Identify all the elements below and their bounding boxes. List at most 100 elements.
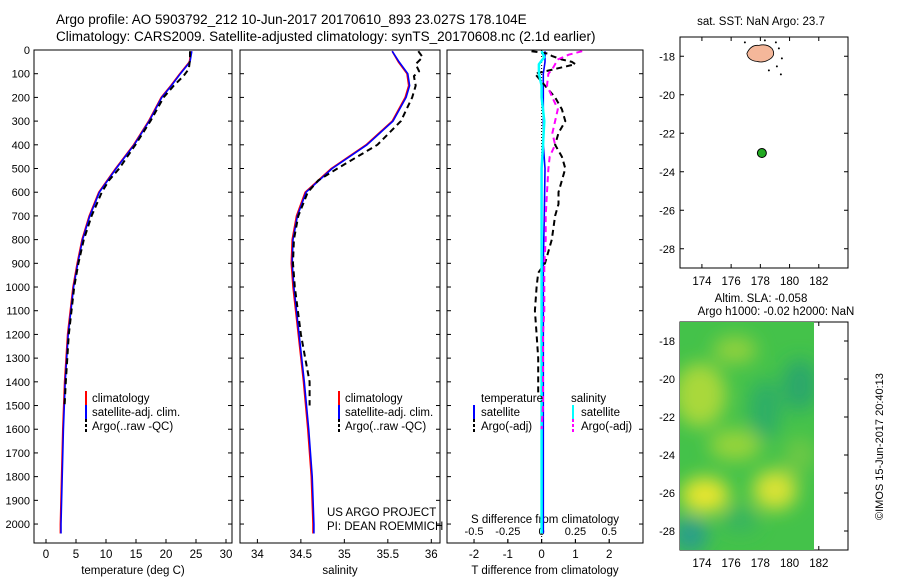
x-tick-label: 30: [220, 549, 233, 561]
y-tick-label: 1900: [6, 495, 30, 507]
y-tick-label: 300: [12, 116, 30, 128]
y-tick-label: 500: [12, 164, 30, 176]
x2-tick-label: 0.5: [602, 526, 617, 538]
legend-label-climatology: climatology: [92, 393, 150, 405]
y-tick-label: 1000: [6, 282, 30, 294]
sst-map-frame: [679, 36, 849, 269]
difference-series-s-satellite: [537, 50, 546, 534]
sst-island-dot: [743, 41, 746, 44]
credit-text: ©IMOS 15-Jun-2017 20:40:13: [874, 373, 886, 520]
map-y-tick-label: -28: [659, 526, 675, 538]
map-y-tick-label: -28: [659, 244, 675, 256]
y-tick-label: 1200: [6, 329, 30, 341]
sla-blob: [713, 336, 757, 364]
map-x-tick-label: 174: [692, 558, 712, 570]
y-tick-label: 800: [12, 235, 30, 247]
sst-island-dot: [779, 73, 782, 76]
map-y-tick-label: -18: [659, 51, 675, 63]
x-tick-label: 5: [73, 549, 79, 561]
y-tick-label: 700: [12, 211, 30, 223]
y-tick-label: 1100: [6, 306, 30, 318]
x2-tick-label: -0.25: [495, 526, 520, 538]
map-x-tick-label: 176: [722, 276, 741, 288]
sst-island-dot: [780, 57, 783, 60]
sla-blob: [681, 477, 729, 513]
temperature-x-axis-label: temperature (deg C): [81, 565, 185, 577]
x-tick-label: 0: [538, 549, 544, 561]
salinity-x-axis-label: salinity: [322, 565, 357, 577]
y-tick-label: 1400: [6, 377, 30, 389]
y-tick-label: 1700: [6, 448, 30, 460]
header-line-2: Climatology: CARS2009. Satellite-adjuste…: [56, 29, 596, 44]
legend-label-t-argo: Argo(-adj): [481, 421, 532, 433]
sla-blob: [722, 508, 758, 532]
y-tick-label: 400: [12, 140, 30, 152]
map-x-tick-label: 182: [809, 558, 828, 570]
x-tick-label: 2: [606, 549, 612, 561]
sst-island-dot: [763, 39, 766, 42]
legend-label-s-argo: Argo(-adj): [581, 421, 632, 433]
map-y-tick-label: -22: [659, 412, 675, 424]
map-x-tick-label: 182: [809, 276, 828, 288]
sla-blob: [753, 470, 797, 510]
x-tick-label: 10: [100, 549, 113, 561]
sla-blob: [784, 437, 814, 473]
x-tick-label: 15: [130, 549, 143, 561]
difference-series-s-argo-adj-: [540, 50, 583, 430]
map-y-tick-label: -20: [659, 374, 675, 386]
y-tick-label: 200: [12, 92, 30, 104]
y-tick-label: 1500: [6, 401, 30, 413]
salinity-legend: climatology satellite-adj. clim. Argo(..…: [327, 391, 443, 533]
sla-blob: [680, 363, 726, 427]
map-x-tick-label: 178: [751, 558, 770, 570]
x-tick-label: -2: [469, 549, 479, 561]
x-tick-label: 34: [251, 549, 264, 561]
salinity-series-climatology: [290, 50, 410, 534]
map-y-tick-label: -20: [659, 90, 675, 102]
temperature-series-argo-raw-qc-: [63, 51, 191, 406]
sla-field: [680, 322, 814, 550]
legend-title-temperature: temperature: [481, 393, 543, 405]
legend-label-t-satellite: satellite: [481, 407, 520, 419]
map-y-tick-label: -18: [659, 336, 675, 348]
project-line-1: US ARGO PROJECT: [327, 507, 436, 519]
map-x-tick-label: 180: [780, 276, 799, 288]
map-x-tick-label: 176: [722, 558, 741, 570]
legend-label-satellite: satellite-adj. clim.: [92, 407, 180, 419]
x-tick-label: 35: [338, 549, 351, 561]
sst-island-dot: [775, 65, 778, 68]
y-tick-label: 2000: [6, 519, 30, 531]
y-tick-label: 100: [12, 69, 30, 81]
sst-float-marker: [756, 148, 767, 159]
temperature-series-satellite-adj-clim-: [60, 51, 193, 534]
y-tick-label: 1300: [6, 353, 30, 365]
map-x-tick-label: 180: [780, 558, 799, 570]
sla-blob: [749, 380, 781, 440]
map-y-tick-label: -22: [659, 128, 675, 140]
x-tick-label: 1: [572, 549, 578, 561]
sla-blob: [782, 359, 814, 411]
x2-tick-label: -0.5: [465, 526, 484, 538]
difference-secondary-axis-label: S difference from climatology: [471, 514, 619, 526]
temperature-legend: climatology satellite-adj. clim. Argo(..…: [85, 391, 180, 433]
map-x-tick-label: 178: [751, 276, 770, 288]
legend-label-climatology: climatology: [345, 393, 403, 405]
map-y-tick-label: -24: [659, 167, 675, 179]
x-tick-label: 34.5: [290, 549, 312, 561]
y-tick-label: 1600: [6, 424, 30, 436]
legend-label-s-satellite: satellite: [581, 407, 620, 419]
x-tick-label: 20: [160, 549, 173, 561]
x-tick-label: 25: [190, 549, 203, 561]
sla-blob: [680, 517, 708, 550]
difference-series-t-argo-adj-: [531, 50, 577, 394]
x-tick-label: 36: [425, 549, 438, 561]
sst-island-dot: [767, 69, 770, 72]
temperature-series-climatology: [59, 51, 192, 534]
sst-island-dot: [774, 41, 777, 44]
map-y-tick-label: -26: [659, 488, 675, 500]
legend-label-argo: Argo(..raw -QC): [345, 421, 426, 433]
x-tick-label: -1: [503, 549, 513, 561]
difference-plot-frame: [446, 49, 644, 544]
legend-title-salinity: salinity: [571, 393, 606, 405]
